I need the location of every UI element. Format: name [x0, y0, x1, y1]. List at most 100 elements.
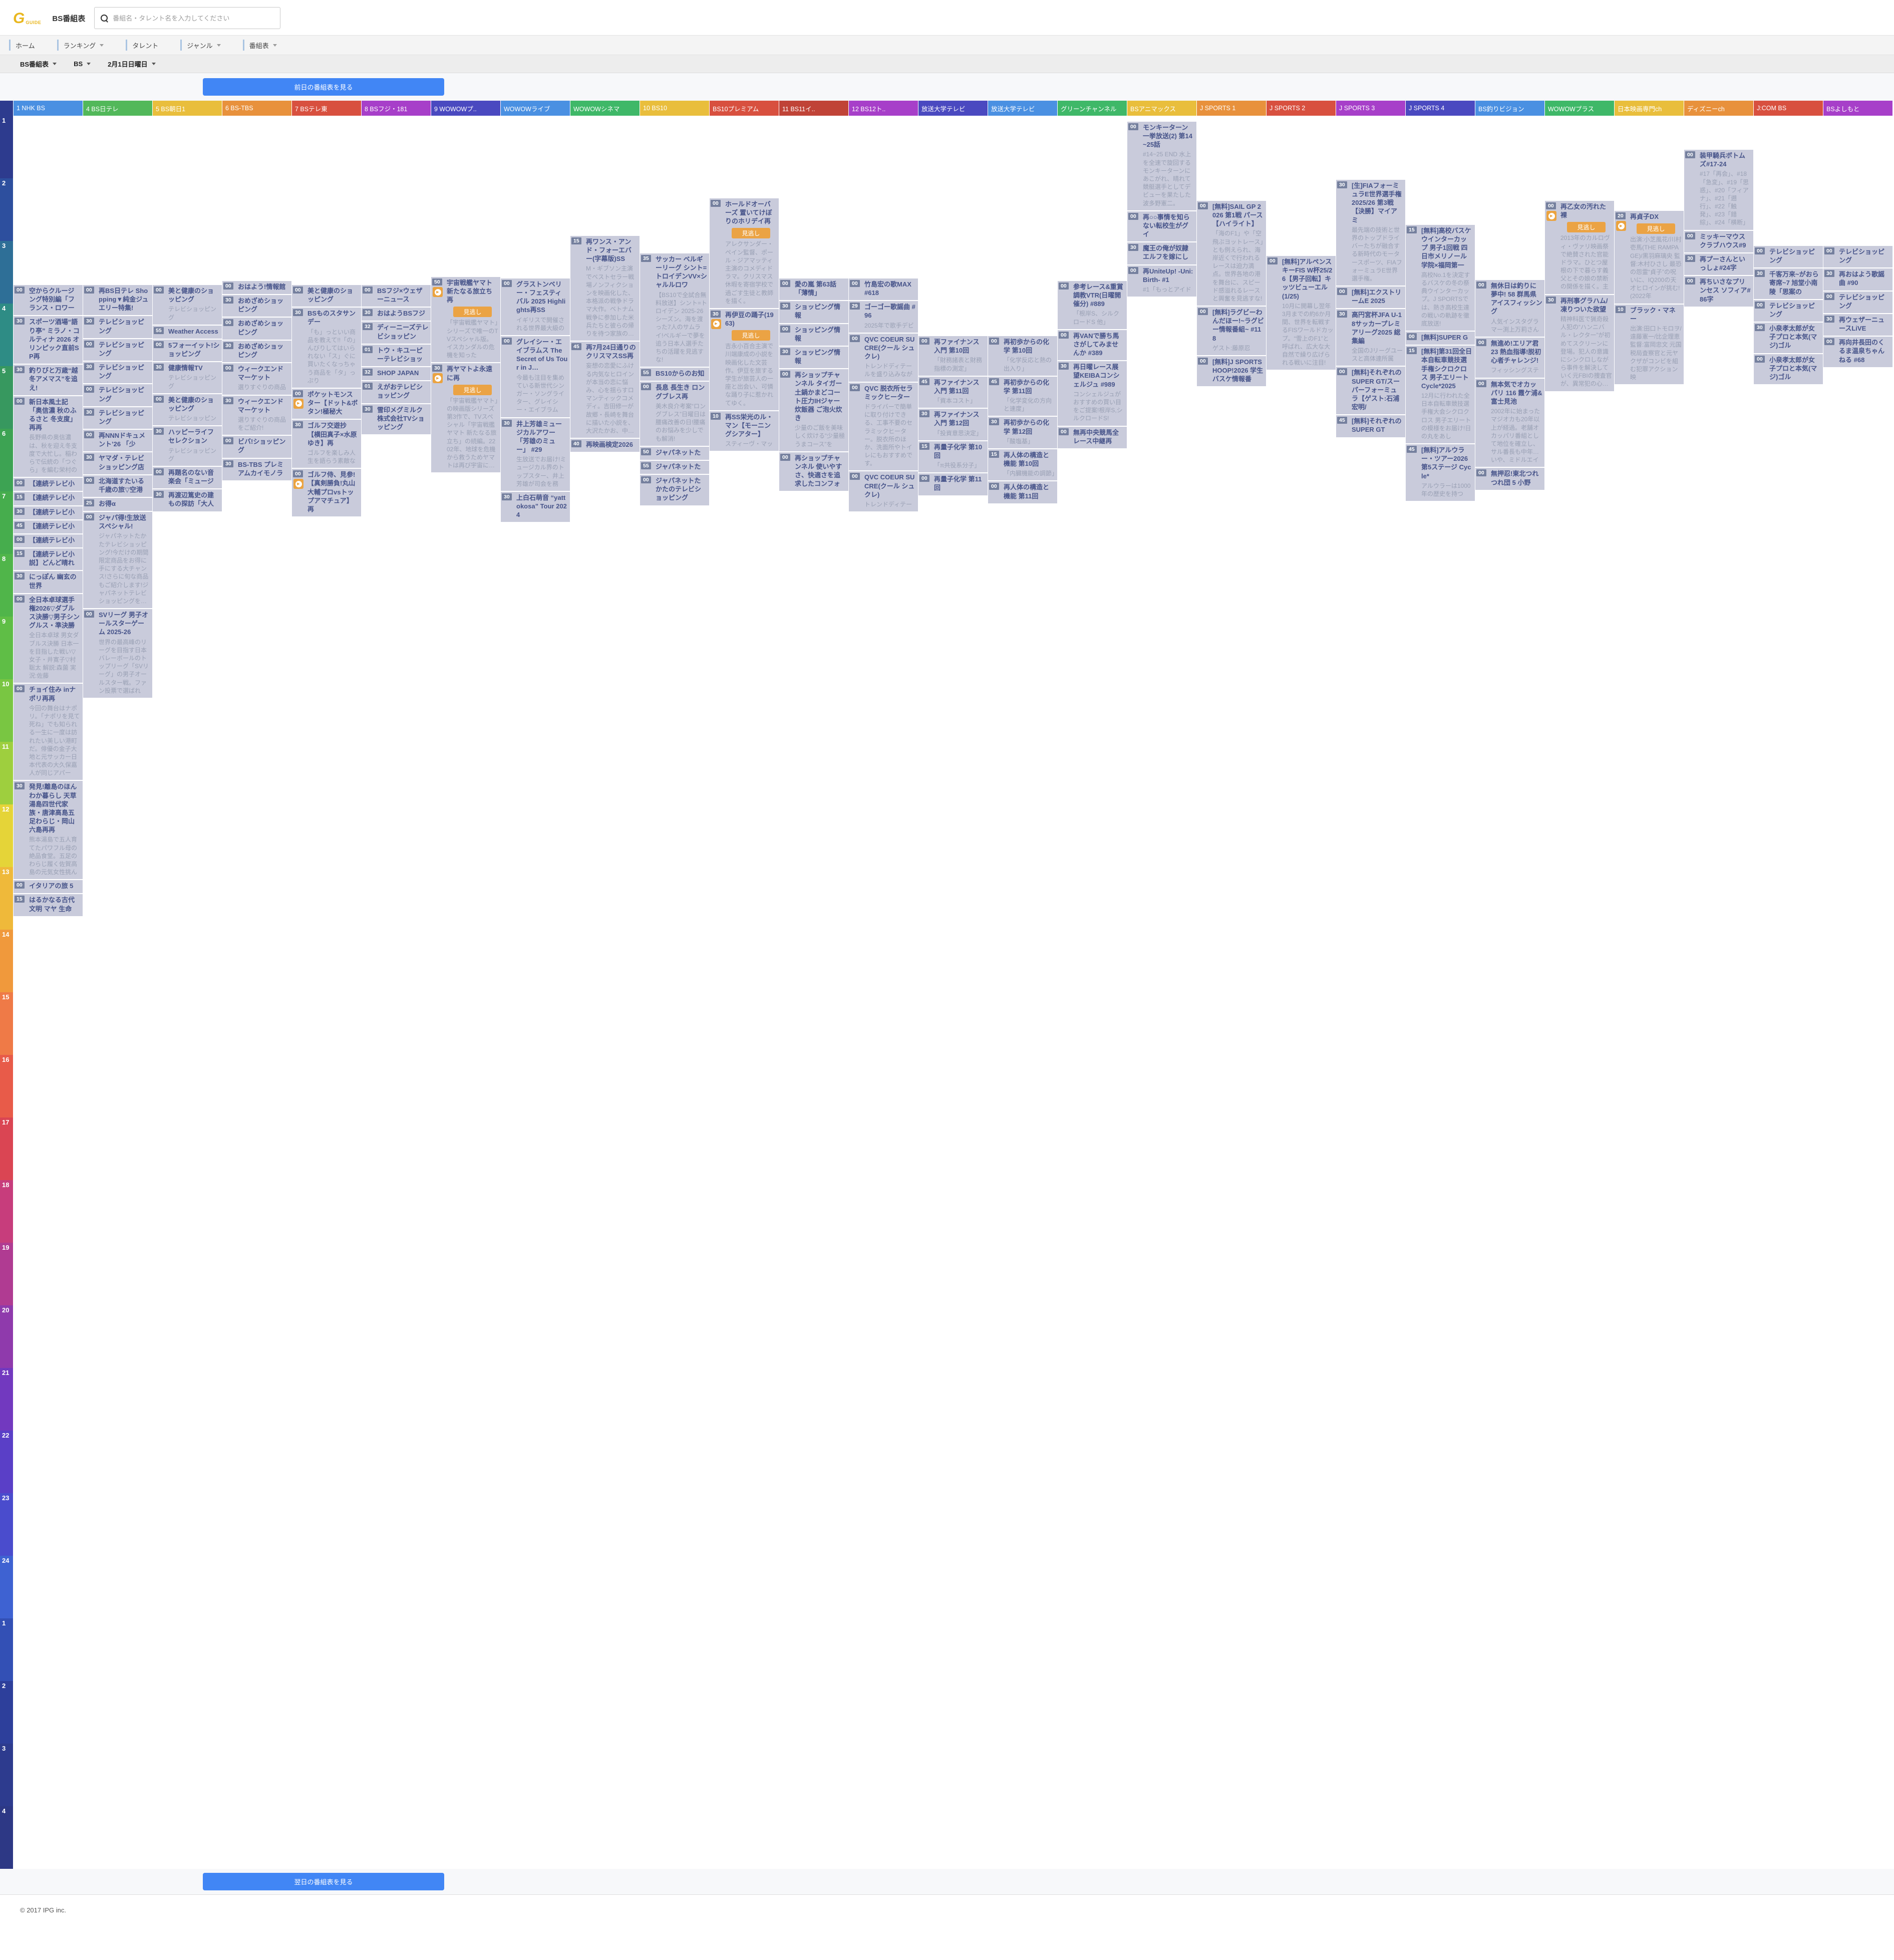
program-cell[interactable]: 10 再SS栄光のル・マン【モーニングシアター】 スティーヴ・マッ — [710, 411, 779, 451]
program-cell[interactable]: 00 イタリアの旅 5 — [14, 880, 83, 894]
program-cell[interactable]: 01 トウ・キユーピーテレビショッ — [362, 344, 431, 367]
catchup-play-icon[interactable]: ▶ — [293, 398, 303, 409]
channel-header-5[interactable]: 8 BSフジ・181 — [362, 101, 431, 116]
program-cell[interactable]: 30 千客万来~がおら寄席~7 旭堂小南陵「思案の — [1754, 268, 1823, 299]
channel-header-19[interactable]: J SPORTS 3 — [1336, 101, 1405, 116]
channel-header-21[interactable]: BS釣りビジョン — [1475, 101, 1544, 116]
channel-header-9[interactable]: 10 BS10 — [640, 101, 709, 116]
program-cell[interactable]: 45 [無料]それぞれのSUPER GT — [1336, 415, 1405, 437]
program-cell[interactable]: 00 新日本風土記「奥信濃 秋のふるさと 冬支度」再再 長野県の奥信濃は、秋を迎え冬… — [14, 396, 83, 477]
program-cell[interactable]: 00 無本気でオカッパリ 116 霞ケ浦&富士見池 2002年に始まったマジオカも2… — [1475, 378, 1544, 467]
program-cell[interactable]: 32 ディーニーズテレビショッピン — [362, 322, 431, 344]
program-cell[interactable]: 30 井上芳雄ミュージカルアワー「芳雄のミュー」 #29 生放送でお届け!ミュージカ… — [501, 418, 570, 491]
program-cell[interactable]: 55 ジャパネットた — [640, 460, 709, 474]
program-cell[interactable]: 00 無休日は釣りに夢中! 58 群馬県アイスフィッシング 人気インスタグラマー渕上… — [1475, 280, 1544, 337]
channel-header-13[interactable]: 放送大学テレビ — [918, 101, 988, 116]
program-cell[interactable]: 30 【連続テレビ小 — [14, 506, 83, 519]
program-cell[interactable]: 00 再UniteUp! -Uni:Birth- #1 #1「もっとアイド — [1127, 265, 1196, 297]
program-cell[interactable]: 30 テレビショッピング — [83, 362, 152, 384]
program-cell[interactable]: 00 ミッキーマウスクラブハウス#9 — [1684, 230, 1753, 252]
program-cell[interactable]: 00 ▶ ゴルフ侍、見参!【真剣勝負!丸山大輔プロvsトップアマチュア】再 — [292, 469, 361, 517]
program-cell[interactable]: 00 再ショップチャンネル タイガー土鍋かまどコート圧力IHジャー炊飯器 ご泡火炊… — [779, 369, 848, 451]
program-cell[interactable]: 25 お得α — [83, 497, 152, 511]
program-cell[interactable]: 00 美と健康のショッピング テレビショッピング — [153, 285, 222, 325]
program-cell[interactable]: 00 [無料]エクストリームE 2025 — [1336, 287, 1405, 309]
program-cell[interactable]: 00 愛の嵐 第63話「薄情」 — [779, 278, 848, 301]
program-cell[interactable]: 30 おめざめショッピング — [222, 295, 291, 317]
program-cell[interactable]: 30 小泉孝太郎が女子プロと本気(マジ)ゴル — [1754, 323, 1823, 353]
program-cell[interactable]: 00 チョイ住み inナポリ再再 今回の舞台はナポリ。「ナポリを見て死ね」でも知られ… — [14, 684, 83, 780]
program-cell[interactable]: 15 はるかなる古代文明 マヤ 生命 — [14, 894, 83, 916]
miss-catchup-button[interactable]: 見逃し — [1567, 222, 1606, 233]
program-cell[interactable]: 30 再プーさんといっしょ#24字 — [1684, 253, 1753, 275]
program-cell[interactable]: 00 【連続テレビ小 — [14, 478, 83, 491]
nav-item-2[interactable]: タレント — [126, 40, 173, 51]
program-cell[interactable]: 00 SVリーグ 男子オールスターゲーム 2025-26 世界の最高峰のリーグを目指… — [83, 609, 152, 698]
program-cell[interactable]: 00 装甲騎兵ボトムズ#17-24 #17「再会」、#18「急変」、#19「思惑」、… — [1684, 150, 1753, 230]
program-cell[interactable]: 30 再ウェザーニュースLiVE — [1823, 314, 1892, 336]
channel-header-15[interactable]: グリーンチャンネル — [1058, 101, 1127, 116]
program-cell[interactable]: 32 SHOP JAPAN — [362, 367, 431, 381]
program-cell[interactable]: 00 再ファイナンス入門 第10回 「財務諸表と財務指標の測定」 — [918, 336, 988, 376]
program-cell[interactable]: 45 再初歩からの化学 第11回 「化学変化の方向と速度」 — [988, 376, 1057, 416]
channel-header-10[interactable]: BS10プレミアム — [710, 101, 779, 116]
program-cell[interactable]: 00 【連続テレビ小 — [14, 534, 83, 548]
filter-select-0[interactable]: BS番組表 — [20, 59, 57, 69]
program-cell[interactable]: 00 ショッピング情報 — [779, 324, 848, 346]
program-cell[interactable]: 30 釣りびと万歳“越冬アメマス”を追え! — [14, 365, 83, 395]
program-cell[interactable]: 30 おはようBSフジ — [362, 308, 431, 321]
program-cell[interactable]: 00 グラストンベリー・フェスティバル 2025 Highlights再SS イギリ… — [501, 278, 570, 335]
program-cell[interactable]: 00 美と健康のショッピング テレビショッピン — [153, 394, 222, 426]
program-cell[interactable]: 30 ショッピング情報 — [779, 346, 848, 369]
program-cell[interactable]: 00 ▶ 再乙女の汚れた裸 見逃し 2013年のカルロヴィ・ヴァリ映画祭で絶賛された官能… — [1545, 201, 1614, 294]
program-cell[interactable]: 00 無押忍!東北つれつれ団 5 小野 — [1475, 468, 1544, 490]
program-cell[interactable]: 00 長息 長生き ロングブレス再 美木良介考案“ロングブレス”日曜日は腰痛改善の日… — [640, 382, 709, 446]
channel-header-17[interactable]: J SPORTS 1 — [1197, 101, 1266, 116]
program-cell[interactable]: 30 再渡辺篤史の建もの探訪「大人 — [153, 489, 222, 511]
nav-item-4[interactable]: 番組表 — [242, 40, 292, 51]
program-cell[interactable]: 50 ジャパネットた — [640, 446, 709, 460]
program-cell[interactable]: 00 無再中央競馬全レース中継再 — [1058, 426, 1127, 448]
program-cell[interactable]: 30 ハッピーライフセレクション テレビショッピング — [153, 426, 222, 466]
channel-header-2[interactable]: 5 BS朝日1 — [153, 101, 222, 116]
program-cell[interactable]: 15 【連続テレビ小説】どんど晴れ — [14, 548, 83, 571]
miss-catchup-button[interactable]: 見逃し — [732, 330, 770, 341]
program-cell[interactable]: 00 QVC COEUR SUCRE(クール シュクレ) トレンドディテー — [849, 471, 918, 512]
program-cell[interactable]: 20 ▶ 再貞子DX 見逃し 出演:小芝風花/川村壱馬(THE RAMPAGE)/黒羽麻… — [1615, 211, 1684, 304]
program-cell[interactable]: 45 再ファイナンス入門 第11回 「資本コスト」 — [918, 376, 988, 408]
program-cell[interactable]: 15 [無料]高校バスケ ウインターカップ 男子1回戦 四日市メリノール学院×福岡… — [1406, 225, 1475, 331]
channel-header-26[interactable]: BSよしもと — [1823, 101, 1892, 116]
channel-header-16[interactable]: BSアニマックス — [1127, 101, 1196, 116]
channel-header-11[interactable]: 11 BS11イ.. — [779, 101, 848, 116]
program-cell[interactable]: 00 北海道すたいる千歳の旅▽空港 — [83, 475, 152, 497]
program-cell[interactable]: 30 再初歩からの化学 第12回 「酸塩基」 — [988, 417, 1057, 448]
program-cell[interactable]: 15 再量子化学 第10回 「π共役系分子」 — [918, 441, 988, 473]
program-cell[interactable]: 00 [無料]SUPER G — [1406, 332, 1475, 345]
program-cell[interactable]: 00 再ちいさなプリンセス ソフィア#86字 — [1684, 276, 1753, 307]
program-cell[interactable]: 30 BS-TBS プレミアムカイモノラ — [222, 458, 291, 480]
channel-header-12[interactable]: 12 BS12ト.. — [849, 101, 918, 116]
channel-header-24[interactable]: ディズニーch — [1684, 101, 1753, 116]
channel-header-4[interactable]: 7 BSテレ東 — [292, 101, 361, 116]
catchup-play-icon[interactable]: ▶ — [433, 373, 443, 384]
channel-header-23[interactable]: 日本映画専門ch — [1615, 101, 1684, 116]
program-cell[interactable]: 30 [生]FIAフォーミュラE世界選手権2025/26 第3戦【決勝】マイアミ最… — [1336, 180, 1405, 286]
program-cell[interactable]: 40 再映画検定2026 — [570, 439, 640, 452]
channel-header-0[interactable]: 1 NHK BS — [14, 101, 83, 116]
program-cell[interactable]: 00 おはよう!情報館 — [222, 281, 291, 295]
catchup-play-icon[interactable]: ▶ — [711, 319, 721, 329]
catchup-play-icon[interactable]: ▶ — [433, 287, 443, 297]
program-cell[interactable]: 00 再量子化学 第11回 — [918, 473, 988, 495]
program-cell[interactable]: 00 再ショップチャンネル 使いやすさ、快適さを追求したコンフォ — [779, 452, 848, 491]
nav-item-3[interactable]: ジャンル — [180, 40, 235, 51]
program-cell[interactable]: 30 テレビショッピング — [83, 316, 152, 338]
program-cell[interactable]: 55 Weather Access — [153, 325, 222, 339]
program-cell[interactable]: 30 テレビショッピング — [83, 407, 152, 429]
program-cell[interactable]: 30 ▶ 再伊豆の踊子(1963) 見逃し 吉永小百合主演で川端康成の小説を映画化した文… — [710, 309, 779, 410]
program-cell[interactable]: 00 テレビショッピング — [1823, 246, 1892, 268]
program-cell[interactable]: 00 5フォーイット!ショッピング — [153, 339, 222, 362]
program-cell[interactable]: 00 ジャパネットたかたのテレビショッピング — [640, 475, 709, 505]
program-cell[interactable]: 30 スポーツ酒場“語り亭” ミラノ・コルティナ 2026 オリンピック直前SP再 — [14, 316, 83, 364]
program-cell[interactable]: 00 おめざめショッピング — [222, 318, 291, 340]
program-cell[interactable]: 50 ▶ 宇宙戦艦ヤマト 新たなる旅立ち再 見逃し 「宇宙戦艦ヤマト」シリーズで唯一のT… — [431, 277, 500, 363]
